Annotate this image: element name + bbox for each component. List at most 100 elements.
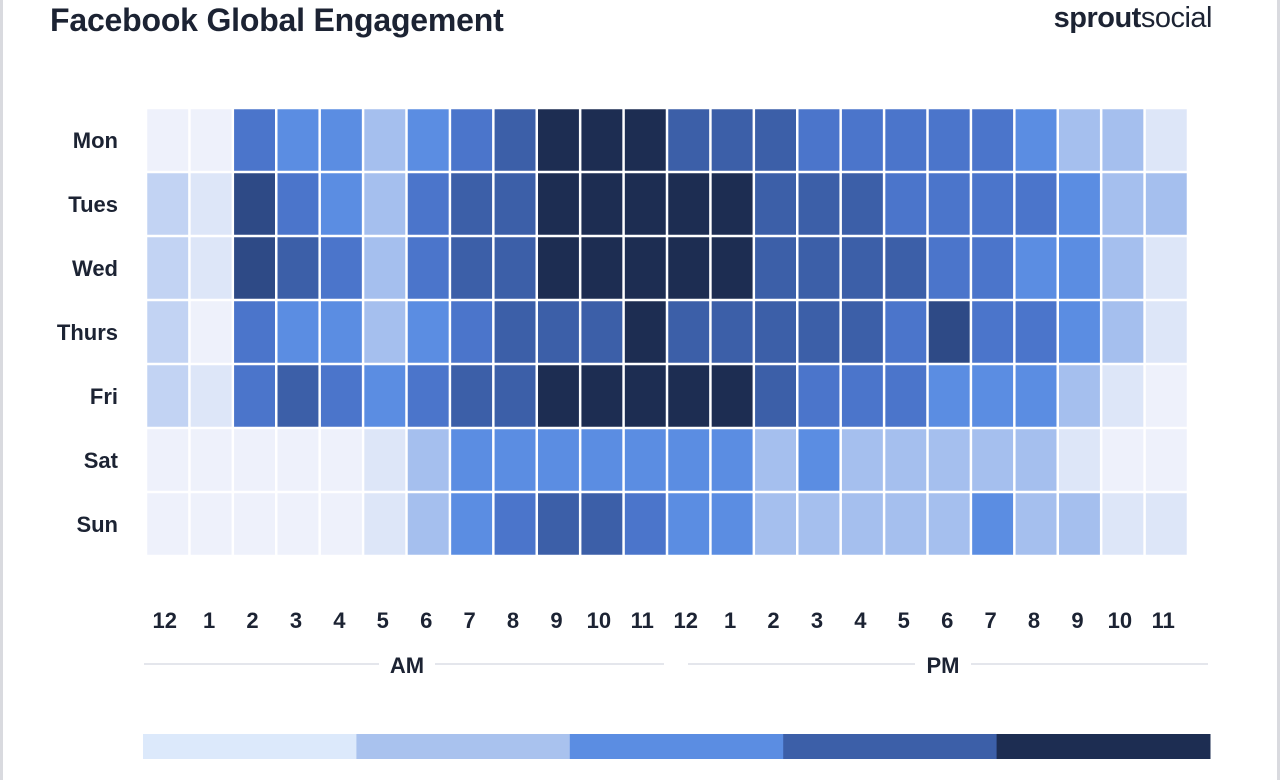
heatmap-cell-wed-14 (755, 237, 796, 299)
heatmap-cell-tues-14 (755, 173, 796, 235)
heatmap-cell-sun-6 (407, 493, 449, 555)
heatmap-cell-wed-11 (624, 237, 666, 299)
heatmap-cell-thurs-10 (581, 301, 623, 363)
heatmap-cell-fri-23 (1145, 365, 1187, 427)
heatmap-cell-sat-22 (1102, 429, 1144, 491)
heatmap-cell-wed-8 (494, 237, 536, 299)
heatmap-cell-wed-4 (320, 237, 362, 299)
heatmap-cell-wed-15 (798, 237, 840, 299)
heatmap-cell-sat-7 (451, 429, 493, 491)
heatmap-cell-thurs-4 (320, 301, 362, 363)
heatmap-cell-sun-5 (364, 493, 406, 555)
heatmap-cell-mon-7 (451, 109, 493, 171)
period-label-am: AM (390, 653, 424, 678)
heatmap-cell-wed-23 (1145, 237, 1187, 299)
heatmap-cell-sun-12 (668, 493, 710, 555)
heatmap-cell-sat-3 (277, 429, 319, 491)
hour-label-10: 10 (587, 608, 611, 633)
heatmap-cell-fri-11 (624, 365, 666, 427)
heatmap-cell-fri-15 (798, 365, 840, 427)
chart-title: Facebook Global Engagement (50, 2, 504, 38)
heatmap-cell-tues-17 (885, 173, 927, 235)
heatmap-cell-sat-10 (581, 429, 623, 491)
heatmap-cell-wed-6 (407, 237, 449, 299)
period-axis: AM PM (144, 652, 1208, 678)
heatmap-cell-tues-7 (451, 173, 493, 235)
heatmap-cell-mon-14 (755, 109, 796, 171)
legend-swatch-0 (143, 734, 357, 759)
hour-label-12: 12 (673, 608, 697, 633)
heatmap-cell-sun-11 (624, 493, 666, 555)
day-label-fri: Fri (90, 384, 118, 409)
heatmap-cell-thurs-0 (147, 301, 189, 363)
heatmap-cell-wed-7 (451, 237, 493, 299)
hour-label-7: 7 (463, 608, 475, 633)
heatmap-cell-sun-2 (234, 493, 275, 555)
hour-labels: 12 1 2 3 4 5 6 7 8 9 10 11 12 1 2 3 4 5 6 7 8 9 10 11 (152, 608, 1174, 633)
heatmap-cell-thurs-3 (277, 301, 319, 363)
day-labels: Mon Tues Wed Thurs Fri Sat Sun (57, 128, 119, 537)
heatmap-cell-sun-0 (147, 493, 189, 555)
heatmap-cell-mon-4 (320, 109, 362, 171)
brand-light: social (1140, 2, 1213, 34)
heatmap-cell-mon-22 (1102, 109, 1144, 171)
heatmap-cell-tues-10 (581, 173, 623, 235)
heatmap-cell-fri-13 (711, 365, 753, 427)
heatmap-cell-tues-2 (234, 173, 275, 235)
hour-label-22: 10 (1108, 608, 1132, 633)
heatmap-cell-fri-0 (147, 365, 189, 427)
heatmap-cell-thurs-12 (668, 301, 710, 363)
hour-label-9: 9 (550, 608, 562, 633)
heatmap-cell-sun-8 (494, 493, 536, 555)
hour-label-3: 3 (290, 608, 302, 633)
day-label-mon: Mon (73, 128, 118, 153)
period-label-pm: PM (927, 653, 960, 678)
heatmap-cell-mon-3 (277, 109, 319, 171)
heatmap-cell-sun-1 (190, 493, 232, 555)
hour-label-11: 11 (631, 608, 654, 633)
heatmap-cell-fri-17 (885, 365, 927, 427)
heatmap-cell-mon-15 (798, 109, 840, 171)
heatmap-cell-wed-20 (1015, 237, 1057, 299)
period-label-bg-am (379, 652, 435, 678)
legend-swatch-2 (569, 734, 784, 759)
heatmap-cell-fri-21 (1059, 365, 1100, 427)
hour-label-16: 4 (854, 608, 867, 633)
heatmap-cell-mon-8 (494, 109, 536, 171)
hour-label-14: 2 (767, 608, 779, 633)
hour-label-2: 2 (246, 608, 258, 633)
legend-swatch-1 (356, 734, 571, 759)
heatmap-cell-fri-7 (451, 365, 493, 427)
hour-label-23: 11 (1152, 608, 1175, 633)
heatmap-cell-fri-9 (538, 365, 579, 427)
heatmap-cell-wed-3 (277, 237, 319, 299)
heatmap-cell-fri-1 (190, 365, 232, 427)
hour-label-15: 3 (811, 608, 823, 633)
heatmap-cell-fri-5 (364, 365, 406, 427)
heatmap-cell-fri-18 (928, 365, 970, 427)
heatmap-cell-mon-19 (972, 109, 1014, 171)
heatmap-cell-thurs-5 (364, 301, 406, 363)
heatmap-cell-sun-22 (1102, 493, 1144, 555)
heatmap-cell-mon-18 (928, 109, 970, 171)
sproutsocial-logo: sproutsocial (1054, 2, 1213, 35)
hour-label-1: 1 (203, 608, 215, 633)
heatmap-cell-wed-13 (711, 237, 753, 299)
heatmap-cell-sat-23 (1145, 429, 1187, 491)
heatmap-cell-mon-6 (407, 109, 449, 171)
heatmap-cell-wed-18 (928, 237, 970, 299)
heatmap-cell-sat-11 (624, 429, 666, 491)
heatmap-cell-tues-12 (668, 173, 710, 235)
heatmap-cell-sat-9 (538, 429, 579, 491)
heatmap-cell-thurs-23 (1145, 301, 1187, 363)
heatmap-cell-tues-5 (364, 173, 406, 235)
heatmap-cell-sat-17 (885, 429, 927, 491)
heatmap-cell-mon-13 (711, 109, 753, 171)
legend-swatch-3 (783, 734, 998, 759)
heatmap-cell-sat-2 (234, 429, 275, 491)
heatmap-cell-wed-0 (147, 237, 189, 299)
heatmap-cell-fri-6 (407, 365, 449, 427)
heatmap-cell-sat-19 (972, 429, 1014, 491)
hour-label-20: 8 (1028, 608, 1040, 633)
heatmap-cell-thurs-2 (234, 301, 275, 363)
